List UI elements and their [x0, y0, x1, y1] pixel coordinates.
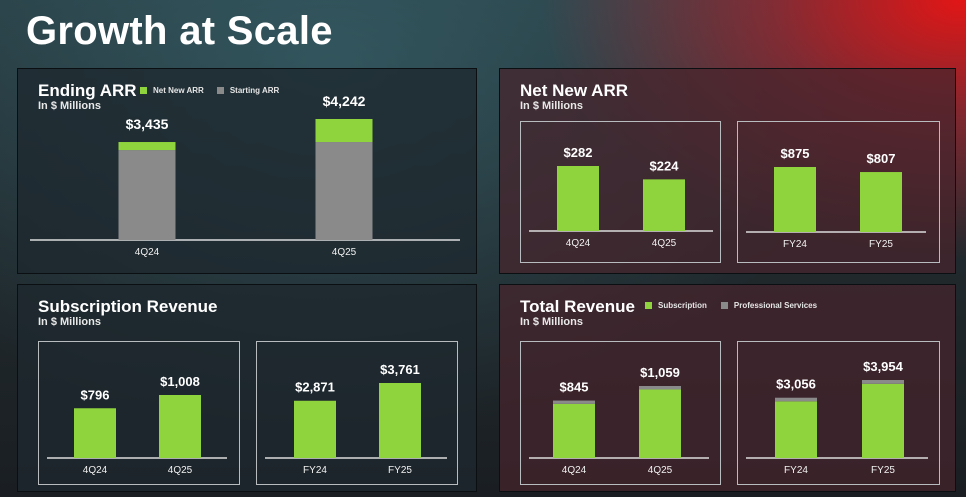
data-label-4q24: $3,435 — [126, 116, 169, 132]
net-new-arr-panel: Net New ARR In $ Millions $282 4Q24 $224 4Q… — [499, 68, 956, 274]
net-new-arr-quarterly-frame: $282 4Q24 $224 4Q25 — [520, 121, 721, 263]
tick-label-fy25: FY25 — [388, 465, 412, 476]
tick-label-4q25: 4Q25 — [168, 465, 193, 476]
bar-professional-services-4q24 — [553, 400, 595, 404]
data-label-4q24: $796 — [81, 387, 110, 402]
legend-label-net-new-arr: Net New ARR — [153, 86, 204, 95]
bar-net-new-arr-4q24 — [118, 142, 176, 151]
data-label-4q24: $845 — [560, 380, 589, 395]
bar-subscription-4q25 — [639, 389, 681, 458]
total-revenue-unit: In $ Millions — [520, 316, 583, 328]
tick-label-4q24: 4Q24 — [83, 465, 108, 476]
data-label-fy24: $2,871 — [295, 380, 335, 395]
bar-fy25 — [860, 172, 902, 232]
bar-4q24 — [74, 408, 116, 458]
page-title: Growth at Scale — [26, 9, 333, 53]
data-label-4q25: $4,242 — [323, 93, 366, 109]
subscription-revenue-annual-chart: $2,871 FY24 $3,761 FY25 — [265, 362, 447, 476]
ending-arr-unit: In $ Millions — [38, 100, 101, 112]
bar-fy25 — [379, 383, 421, 458]
tick-label-4q24: 4Q24 — [135, 247, 160, 258]
data-label-fy24: $3,056 — [776, 377, 816, 392]
bar-professional-services-fy24 — [775, 397, 817, 402]
bar-starting-arr-4q25 — [315, 142, 373, 240]
subscription-revenue-quarterly-chart: $796 4Q24 $1,008 4Q25 — [47, 374, 227, 476]
tick-label-fy25: FY25 — [871, 465, 895, 476]
bar-professional-services-fy25 — [862, 380, 904, 384]
tick-label-4q25: 4Q25 — [332, 247, 357, 258]
net-new-arr-annual-chart: $875 FY24 $807 FY25 — [746, 146, 926, 250]
subscription-revenue-panel: Subscription Revenue In $ Millions $796 4… — [17, 284, 477, 492]
data-label-4q25: $224 — [650, 158, 680, 173]
bar-subscription-fy24 — [775, 401, 817, 458]
bar-4q25 — [643, 179, 685, 231]
tick-label-4q25: 4Q25 — [652, 238, 677, 249]
data-label-fy25: $3,761 — [380, 362, 420, 377]
ending-arr-legend: Net New ARR Starting ARR — [140, 86, 279, 95]
ending-arr-heading: Ending ARR — [38, 81, 137, 100]
tick-label-fy24: FY24 — [784, 465, 808, 476]
total-revenue-quarterly-chart: $845 4Q24 $1,059 4Q25 — [529, 365, 709, 476]
net-new-arr-annual-frame: $875 FY24 $807 FY25 — [737, 121, 940, 263]
legend-swatch-professional-services — [720, 302, 728, 309]
total-revenue-annual-frame: $3,056 FY24 $3,954 FY25 — [737, 341, 940, 485]
subscription-revenue-quarterly-frame: $796 4Q24 $1,008 4Q25 — [38, 341, 240, 485]
data-label-4q25: $1,059 — [640, 365, 680, 380]
bar-4q25 — [159, 395, 201, 458]
bar-subscription-fy25 — [862, 383, 904, 458]
bar-net-new-arr-4q25 — [315, 119, 373, 143]
total-revenue-quarterly-frame: $845 4Q24 $1,059 4Q25 — [520, 341, 721, 485]
data-label-fy25: $3,954 — [863, 359, 904, 374]
tick-label-4q24: 4Q24 — [562, 465, 587, 476]
data-label-fy24: $875 — [781, 146, 810, 161]
ending-arr-panel: Ending ARR In $ Millions Net New ARR Sta… — [17, 68, 477, 274]
tick-label-fy24: FY24 — [783, 239, 807, 250]
subscription-revenue-unit: In $ Millions — [38, 316, 101, 328]
tick-label-4q24: 4Q24 — [566, 238, 591, 249]
legend-swatch-starting-arr — [216, 87, 224, 94]
bar-fy24 — [774, 167, 816, 232]
bar-4q24 — [557, 166, 599, 231]
subscription-revenue-annual-frame: $2,871 FY24 $3,761 FY25 — [256, 341, 458, 485]
legend-label-subscription: Subscription — [658, 301, 707, 310]
ending-arr-chart: $3,435 4Q24 $4,242 4Q25 — [30, 93, 460, 258]
net-new-arr-heading: Net New ARR — [520, 81, 628, 100]
net-new-arr-unit: In $ Millions — [520, 100, 583, 112]
data-label-fy25: $807 — [867, 151, 896, 166]
data-label-4q24: $282 — [564, 145, 593, 160]
total-revenue-legend: Subscription Professional Services — [645, 301, 817, 310]
tick-label-fy25: FY25 — [869, 239, 893, 250]
bar-fy24 — [294, 400, 336, 458]
net-new-arr-quarterly-chart: $282 4Q24 $224 4Q25 — [529, 145, 713, 249]
total-revenue-panel: Total Revenue In $ Millions Subscription… — [499, 284, 956, 492]
legend-label-starting-arr: Starting ARR — [229, 86, 280, 95]
bar-starting-arr-4q24 — [118, 150, 176, 240]
bar-professional-services-4q25 — [639, 386, 681, 390]
legend-label-professional-services: Professional Services — [733, 301, 818, 310]
data-label-4q25: $1,008 — [160, 374, 200, 389]
legend-swatch-net-new-arr — [140, 87, 147, 94]
total-revenue-heading: Total Revenue — [520, 297, 635, 316]
tick-label-fy24: FY24 — [303, 465, 327, 476]
total-revenue-annual-chart: $3,056 FY24 $3,954 FY25 — [746, 359, 928, 476]
bar-subscription-4q24 — [553, 403, 595, 458]
tick-label-4q25: 4Q25 — [648, 465, 673, 476]
subscription-revenue-heading: Subscription Revenue — [38, 297, 218, 316]
legend-swatch-subscription — [645, 302, 652, 309]
